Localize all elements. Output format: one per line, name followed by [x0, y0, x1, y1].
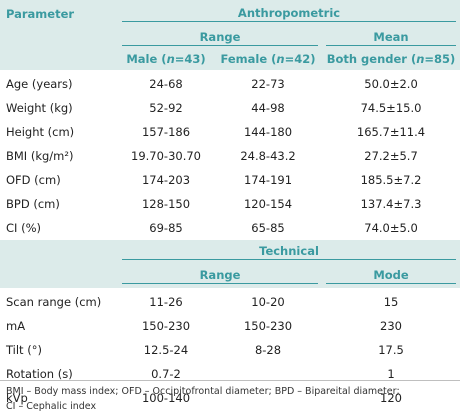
parameter-cell: Scan range (cm)	[6, 295, 102, 309]
parameter-cell: BMI (kg/m²)	[6, 149, 74, 163]
anthropometric-row: Height (cm) 157-186 144-180 165.7±11.4	[0, 120, 460, 144]
technical-range-header: Range	[118, 264, 322, 290]
anthropometric-row: CI (%) 69-85 65-85 74.0±5.0	[0, 216, 460, 240]
mode-cell: 15	[383, 295, 399, 309]
mean-cell: 74.5±15.0	[360, 101, 422, 115]
range_b-cell	[214, 362, 322, 386]
male-header: Male (n=43)	[118, 48, 214, 72]
range_a-cell: 11-26	[149, 295, 183, 309]
female-cell: 144-180	[243, 125, 293, 139]
anthropometric-row: Age (years) 24-68 22-73 50.0±2.0	[0, 71, 460, 96]
male-cell: 157-186	[141, 125, 191, 139]
header-row-sub: Male (n=43) Female (n=42) Both gender (n…	[0, 48, 460, 72]
range_b-cell: 10-20	[251, 295, 285, 309]
both-gender-header: Both gender (n=85)	[322, 48, 460, 72]
female-cell: 44-98	[251, 101, 285, 115]
footnote-line-2: CI – Cephalic index	[6, 401, 97, 412]
anthropometric-row: BPD (cm) 128-150 120-154 137.4±7.3	[0, 192, 460, 216]
anthropometric-rows: Age (years) 24-68 22-73 50.0±2.0 Weight (kg)…	[0, 71, 460, 240]
mode-cell: 17.5	[378, 343, 404, 357]
female-cell: 174-191	[243, 173, 293, 187]
header-row-top: Parameter Anthropometric	[0, 0, 460, 28]
male-cell: 128-150	[141, 197, 191, 211]
parameter-cell: OFD (cm)	[6, 173, 61, 187]
parameter-cell: CI (%)	[6, 221, 41, 235]
technical-row: Scan range (cm) 11-26 10-20 15	[0, 289, 460, 314]
range_a-cell: 100-140	[141, 391, 191, 405]
male-cell: 24-68	[149, 77, 183, 91]
table-bottom-rule	[0, 380, 460, 381]
female-header: Female (n=42)	[214, 48, 322, 72]
technical-header: Technical	[118, 240, 460, 264]
mean-cell: 137.4±7.3	[360, 197, 422, 211]
mode-header: Mode	[322, 264, 460, 290]
technical-header-row: Technical	[0, 240, 460, 264]
technical-row: kVp 100-140 120	[0, 386, 460, 410]
anthropometric-row: BMI (kg/m²) 19.70-30.70 24.8-43.2 27.2±5.7	[0, 144, 460, 168]
technical-row: mA 150-230 150-230 230	[0, 314, 460, 338]
male-cell: 174-203	[141, 173, 191, 187]
female-cell: 65-85	[251, 221, 285, 235]
range_a-cell: 150-230	[141, 319, 191, 333]
female-cell: 24.8-43.2	[240, 149, 296, 163]
parameter-cell: BPD (cm)	[6, 197, 60, 211]
technical-row: Tilt (°) 12.5-24 8-28 17.5	[0, 338, 460, 362]
female-cell: 22-73	[251, 77, 285, 91]
parameter-cell: mA	[6, 319, 26, 333]
technical-subheader-row: Range Mode	[0, 264, 460, 290]
technical-rows: Scan range (cm) 11-26 10-20 15 mA 150-230 150-…	[0, 289, 460, 410]
header-row-mid: Range Mean	[0, 28, 460, 48]
anthropometric-row: Weight (kg) 52-92 44-98 74.5±15.0	[0, 96, 460, 120]
parameter-cell: kVp	[6, 391, 28, 405]
range_b-cell: 150-230	[243, 319, 293, 333]
mode-cell: 120	[380, 391, 402, 405]
parameter-cell: Tilt (°)	[6, 343, 42, 357]
parameter-cell: Rotation (s)	[6, 367, 73, 381]
mean-cell: 27.2±5.7	[364, 149, 418, 163]
range-header: Range	[118, 28, 322, 48]
anthropometric-row: OFD (cm) 174-203 174-191 185.5±7.2	[0, 168, 460, 192]
footnote-line-1: BMI – Body mass index; OFD – Occipitofro…	[6, 386, 400, 397]
mean-cell: 165.7±11.4	[356, 125, 426, 139]
mean-cell: 185.5±7.2	[360, 173, 422, 187]
mean-cell: 50.0±2.0	[364, 77, 418, 91]
technical-row: Rotation (s) 0.7-2 1	[0, 362, 460, 386]
mode-cell: 1	[387, 367, 395, 381]
female-cell: 120-154	[243, 197, 293, 211]
parameter-header: Parameter	[6, 7, 75, 21]
range_a-cell: 0.7-2	[151, 367, 181, 381]
range_b-cell: 8-28	[254, 343, 282, 357]
range_a-cell: 12.5-24	[143, 343, 189, 357]
footnote: BMI – Body mass index; OFD – Occipitofro…	[6, 384, 456, 414]
parameter-cell: Weight (kg)	[6, 101, 73, 115]
male-cell: 19.70-30.70	[131, 149, 201, 163]
mean-header: Mean	[322, 28, 460, 48]
anthropometric-header: Anthropometric	[118, 0, 460, 28]
parameter-cell: Age (years)	[6, 77, 73, 91]
mean-cell: 74.0±5.0	[364, 221, 418, 235]
male-cell: 52-92	[149, 101, 183, 115]
male-cell: 69-85	[149, 221, 183, 235]
parameter-cell: Height (cm)	[6, 125, 75, 139]
mode-cell: 230	[380, 319, 402, 333]
